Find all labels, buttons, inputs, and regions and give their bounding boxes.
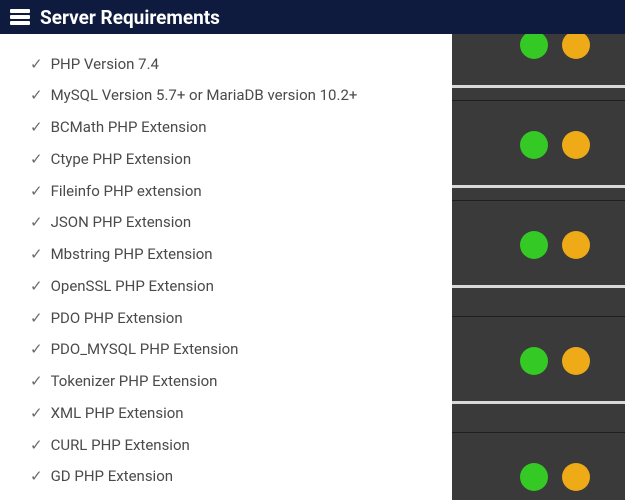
requirements-header: Server Requirements [0, 0, 625, 34]
requirement-item: ✓ BCMath PHP Extension [30, 112, 452, 144]
rack-unit [450, 100, 625, 188]
server-icon [10, 9, 30, 25]
requirement-item: ✓ PHP Version 7.4 [30, 48, 452, 80]
requirement-item: ✓ OpenSSL PHP Extension [30, 270, 452, 302]
requirement-label: PDO_MYSQL PHP Extension [51, 340, 239, 359]
requirements-card: ✓ PHP Version 7.4 ✓ MySQL Version 5.7+ or M… [0, 34, 452, 500]
requirement-label: BCMath PHP Extension [51, 118, 207, 137]
led-green-icon [520, 231, 548, 259]
server-rack-graphic [450, 0, 625, 500]
requirement-label: MySQL Version 5.7+ or MariaDB version 10… [51, 86, 358, 105]
rack-unit [450, 200, 625, 288]
requirement-label: PDO PHP Extension [51, 309, 183, 328]
requirement-item: ✓ Mbstring PHP Extension [30, 239, 452, 271]
led-amber-icon [562, 31, 590, 59]
led-green-icon [520, 347, 548, 375]
header-title: Server Requirements [40, 6, 220, 29]
led-green-icon [520, 131, 548, 159]
requirement-label: Mbstring PHP Extension [51, 245, 213, 264]
led-amber-icon [562, 347, 590, 375]
check-icon: ✓ [30, 55, 43, 74]
led-green-icon [520, 463, 548, 491]
check-icon: ✓ [30, 182, 43, 201]
check-icon: ✓ [30, 86, 43, 105]
check-icon: ✓ [30, 372, 43, 391]
requirement-item: ✓ Ctype PHP Extension [30, 143, 452, 175]
check-icon: ✓ [30, 277, 43, 296]
led-green-icon [520, 31, 548, 59]
requirement-item: ✓ MySQL Version 5.7+ or MariaDB version 1… [30, 80, 452, 112]
requirement-label: XML PHP Extension [51, 404, 184, 423]
requirement-label: GD PHP Extension [51, 467, 173, 486]
check-icon: ✓ [30, 404, 43, 423]
rack-unit [450, 432, 625, 500]
requirement-item: ✓ CURL PHP Extension [30, 429, 452, 461]
requirement-item: ✓ PDO_MYSQL PHP Extension [30, 334, 452, 366]
requirement-item: ✓GMP PHP Extension [30, 493, 452, 500]
requirements-list: ✓ PHP Version 7.4 ✓ MySQL Version 5.7+ or M… [30, 48, 452, 500]
requirement-label: CURL PHP Extension [51, 436, 190, 455]
requirement-label: Ctype PHP Extension [51, 150, 192, 169]
requirement-label: JSON PHP Extension [51, 213, 192, 232]
check-icon: ✓ [30, 118, 43, 137]
requirement-label: PHP Version 7.4 [51, 55, 159, 74]
check-icon: ✓ [30, 436, 43, 455]
requirement-label: OpenSSL PHP Extension [51, 277, 214, 296]
led-amber-icon [562, 131, 590, 159]
led-amber-icon [562, 231, 590, 259]
requirement-item: ✓ PDO PHP Extension [30, 302, 452, 334]
requirement-item: ✓ JSON PHP Extension [30, 207, 452, 239]
check-icon: ✓ [30, 467, 43, 486]
check-icon: ✓ [30, 340, 43, 359]
check-icon: ✓ [30, 213, 43, 232]
led-amber-icon [562, 463, 590, 491]
requirement-label: Tokenizer PHP Extension [51, 372, 218, 391]
check-icon: ✓ [30, 150, 43, 169]
check-icon: ✓ [30, 245, 43, 264]
requirement-item: ✓ Fileinfo PHP extension [30, 175, 452, 207]
requirement-label: Fileinfo PHP extension [51, 182, 202, 201]
check-icon: ✓ [30, 309, 43, 328]
rack-unit [450, 316, 625, 404]
requirement-item: ✓ Tokenizer PHP Extension [30, 366, 452, 398]
requirement-item: ✓ GD PHP Extension [30, 461, 452, 493]
requirement-item: ✓ XML PHP Extension [30, 397, 452, 429]
